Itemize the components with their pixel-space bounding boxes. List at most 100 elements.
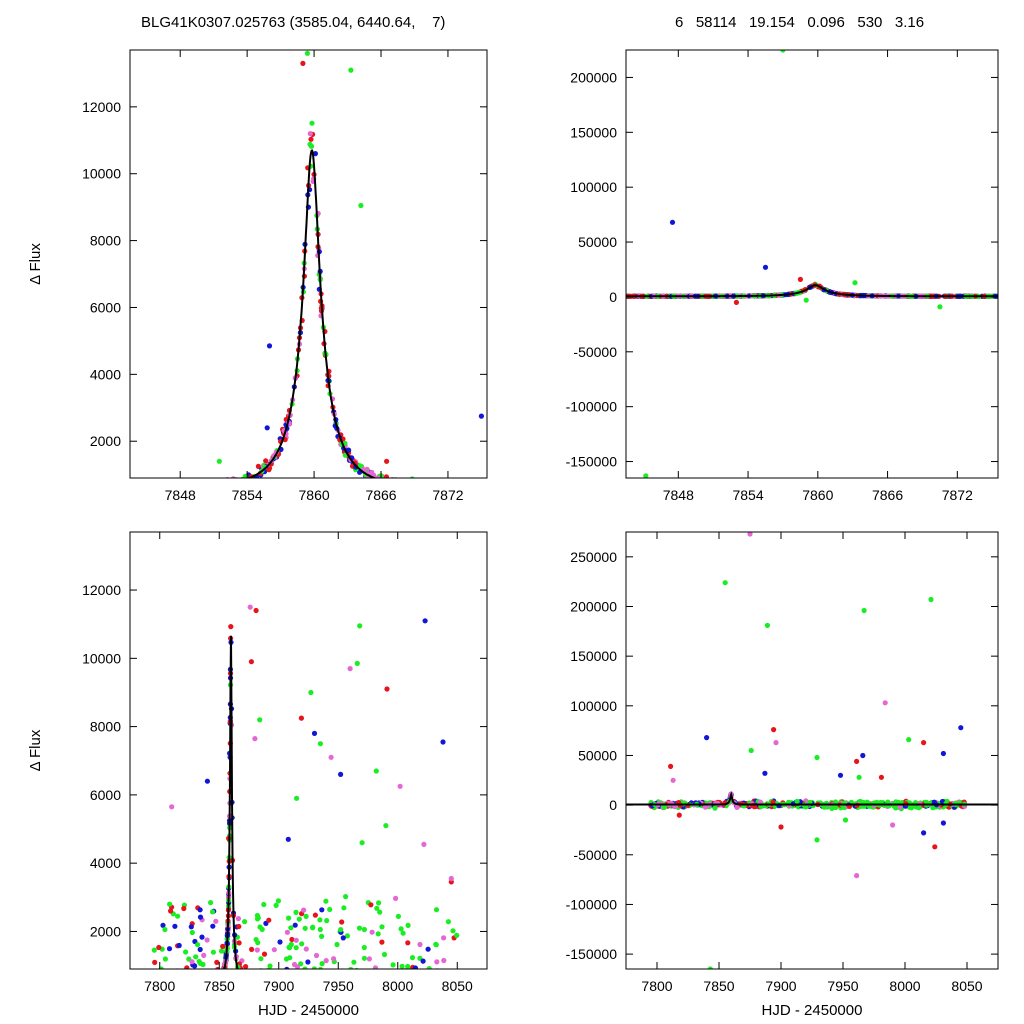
data-point-green — [466, 485, 471, 490]
data-point-green — [295, 986, 300, 991]
data-point-blue — [467, 488, 472, 493]
data-point-magenta — [218, 483, 223, 488]
data-point-green — [803, 804, 809, 810]
data-point-green — [307, 141, 313, 147]
data-point-magenta — [156, 482, 161, 487]
data-point-magenta — [254, 947, 260, 953]
data-point-magenta — [476, 483, 481, 488]
data-points — [648, 532, 968, 969]
data-point-green — [412, 481, 417, 486]
data-point-red — [170, 480, 175, 485]
data-point-blue — [430, 481, 435, 486]
data-point-magenta — [307, 131, 313, 137]
data-point-red — [379, 970, 384, 975]
data-point-red — [137, 481, 142, 486]
data-point-green — [293, 945, 299, 951]
data-point-green — [361, 985, 366, 990]
data-point-red — [157, 971, 162, 976]
data-point-green — [455, 972, 460, 977]
data-point-green — [428, 978, 433, 983]
data-point-green — [373, 768, 379, 774]
data-point-green — [354, 660, 360, 667]
data-point-green — [199, 971, 204, 976]
data-point-blue — [246, 974, 251, 979]
data-point-red — [921, 740, 927, 746]
data-point-red — [310, 984, 315, 989]
data-point-blue — [223, 482, 228, 487]
data-point-blue — [338, 771, 344, 778]
data-point-green — [154, 487, 159, 492]
data-point-red — [323, 971, 328, 976]
data-point-green — [402, 484, 407, 489]
data-point-magenta — [182, 978, 187, 983]
data-point-magenta — [418, 482, 423, 487]
chart-panel-bottom-left: 7800 7850 7900 7950 8000 8050 2000 4000 6000 8000… — [27, 531, 488, 1019]
data-point-green — [312, 974, 317, 979]
data-point-red — [154, 482, 159, 487]
data-point-blue — [197, 907, 203, 913]
data-point-red — [384, 476, 389, 478]
data-point-green — [906, 804, 913, 810]
data-point-green — [321, 969, 326, 974]
data-point-green — [465, 486, 470, 491]
data-point-blue — [422, 482, 427, 487]
data-point-magenta — [213, 971, 218, 976]
data-point-blue — [256, 983, 261, 988]
data-point-magenta — [213, 970, 218, 975]
data-point-blue — [481, 483, 486, 488]
data-point-magenta — [417, 484, 422, 489]
data-point-red — [193, 971, 198, 976]
data-point-magenta — [434, 959, 440, 965]
data-point-magenta — [476, 480, 481, 485]
data-point-magenta — [408, 483, 413, 488]
data-point-red — [427, 487, 432, 492]
data-point-magenta — [366, 956, 372, 962]
data-point-magenta — [230, 476, 236, 478]
data-point-red — [197, 487, 202, 492]
data-point-magenta — [345, 971, 350, 976]
data-point-green — [780, 50, 786, 53]
data-point-red — [483, 488, 488, 493]
data-point-green — [409, 476, 415, 478]
data-point-blue — [444, 481, 449, 486]
data-point-blue — [220, 970, 225, 975]
data-point-blue — [422, 618, 428, 624]
data-point-red — [248, 982, 253, 987]
data-point-blue — [219, 480, 224, 485]
data-point-green — [429, 970, 434, 975]
data-point-red — [236, 968, 238, 969]
data-point-blue — [264, 425, 270, 431]
data-point-blue — [837, 772, 844, 778]
data-point-green — [436, 480, 441, 485]
data-point-green — [424, 973, 429, 978]
data-point-green — [392, 479, 397, 484]
data-point-magenta — [268, 968, 271, 969]
data-point-green — [842, 817, 849, 823]
data-point-red — [253, 978, 258, 983]
data-point-blue — [131, 486, 136, 491]
data-point-magenta — [235, 480, 240, 485]
data-point-blue — [396, 480, 401, 485]
data-point-green — [433, 907, 440, 913]
data-point-green — [248, 975, 253, 980]
data-point-green — [415, 984, 420, 989]
data-point-green — [469, 485, 474, 490]
data-point-blue — [223, 478, 228, 483]
data-point-green — [344, 933, 350, 939]
data-point-green — [432, 480, 437, 485]
x-tick-label: 7854 — [232, 487, 263, 503]
data-point-red — [150, 486, 155, 491]
data-point-blue — [368, 981, 373, 986]
data-point-green — [315, 972, 320, 977]
data-point-blue — [200, 483, 205, 488]
data-point-blue — [958, 725, 964, 731]
data-point-green — [180, 971, 185, 976]
data-point-blue — [210, 923, 216, 929]
data-point-blue — [242, 977, 247, 982]
data-point-green — [400, 930, 406, 936]
data-point-magenta — [328, 754, 334, 760]
x-tick-label: 7848 — [663, 487, 694, 503]
data-point-green — [371, 975, 376, 980]
data-point-red — [136, 484, 141, 489]
data-point-blue — [860, 752, 866, 759]
